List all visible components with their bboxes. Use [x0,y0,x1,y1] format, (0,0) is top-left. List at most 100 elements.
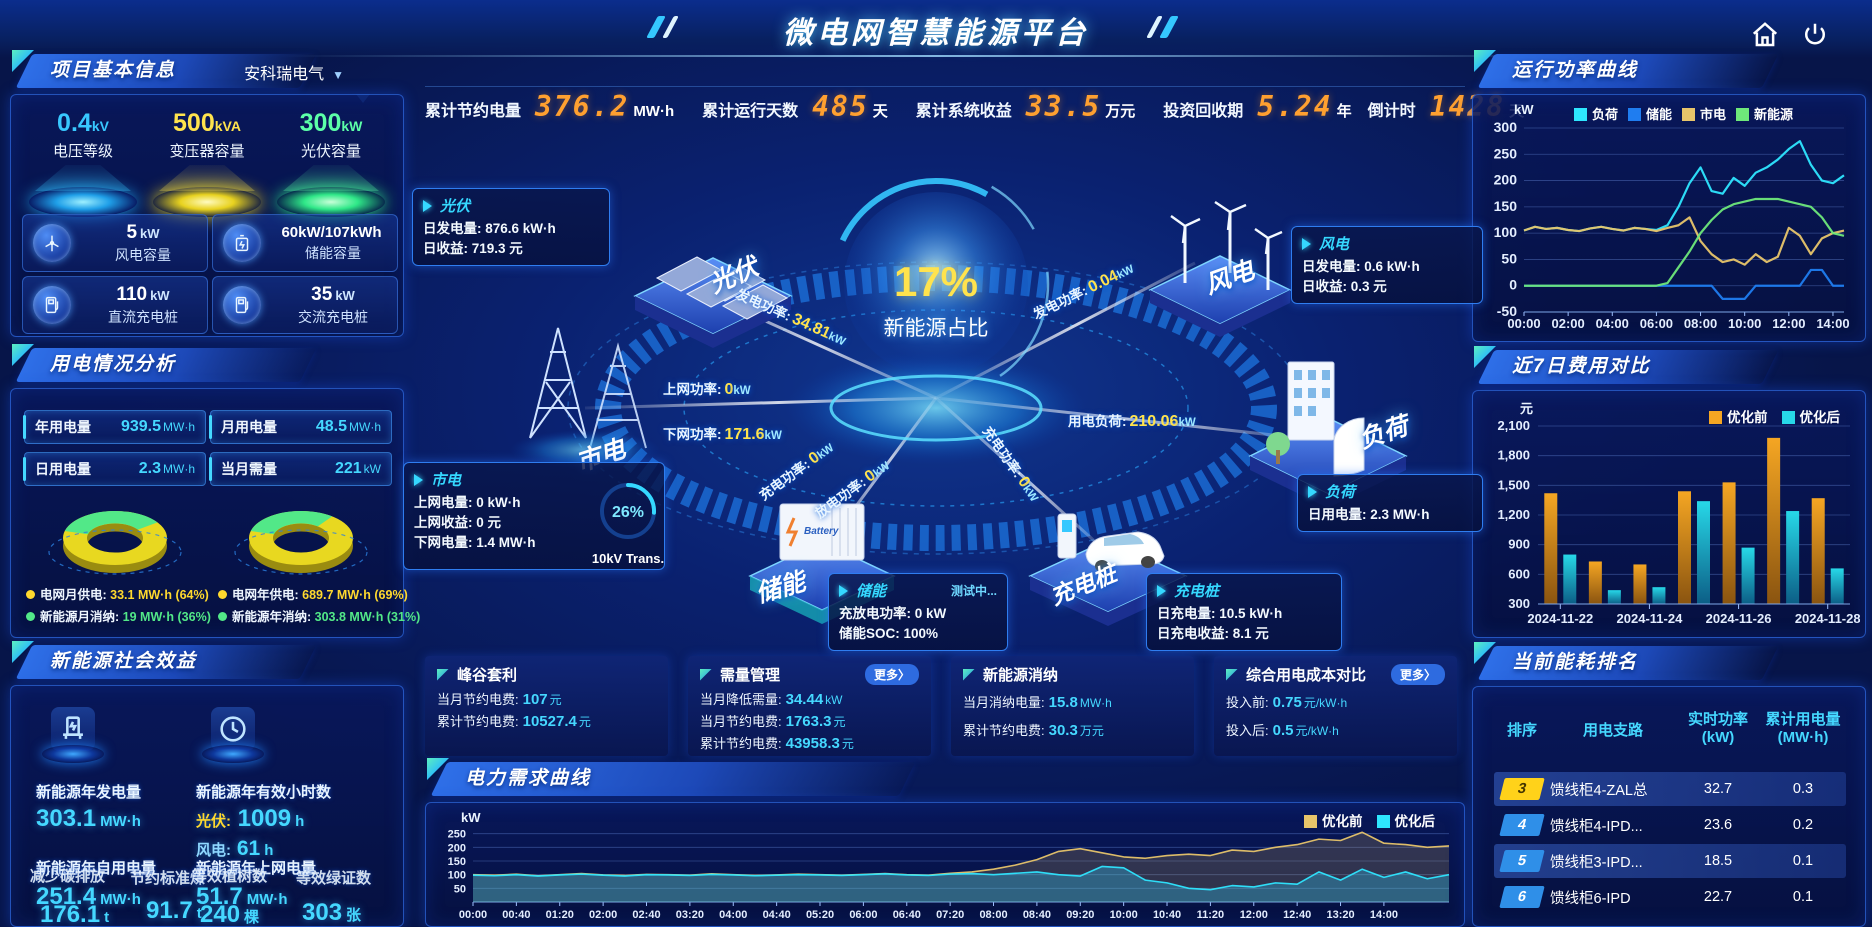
svg-text:300: 300 [1494,120,1518,135]
panel-title: 运行功率曲线 [1512,60,1639,81]
svg-text:06:40: 06:40 [893,909,921,921]
legend-grid-year: 电网年供电: 689.7 MW·h (69%) [218,584,408,603]
kpi-item: 投资回收期 5.24 年 [1163,89,1352,123]
demand-chart[interactable]: 50 100 150 200 250 00:00 00:40 01:20 02:00 02:40 0… [431,814,1461,927]
battery-icon [223,224,261,262]
legend-renew-year: 新能源年消纳: 303.8 MW·h (31%) [218,606,420,625]
svg-text:14:00: 14:00 [1816,316,1849,331]
coal-label: 节约标准煤 [130,870,206,887]
gen-label: 新能源年发电量 [36,784,142,801]
svg-text:12:00: 12:00 [1772,316,1805,331]
legend-renew-month: 新能源月消纳: 19 MW·h (36%) [26,606,211,625]
panel-cost-compare: 近7日费用对比 元 优化前 优化后 300 600 900 1,200 1,500 1,8… [1472,346,1866,638]
svg-text:2024-11-24: 2024-11-24 [1617,611,1684,626]
cert-value: 303 张 [302,899,362,926]
panel-title: 项目基本信息 [50,60,177,81]
svg-text:02:00: 02:00 [589,909,617,921]
co2-value: 176.1 t [40,901,110,927]
svg-text:100: 100 [448,870,466,882]
stat-month-demand: 当月需量 221 kW [209,452,392,486]
panel-title: 近7日费用对比 [1512,356,1651,377]
panel-corner-icon [700,668,712,681]
svg-text:10:40: 10:40 [1153,909,1181,921]
svg-text:100: 100 [1494,224,1518,240]
legend-grid-month: 电网月供电: 33.1 MW·h (64%) [26,584,209,603]
svg-text:02:00: 02:00 [1552,316,1585,331]
run-axis-unit: kW [1514,102,1534,117]
info-box-wind: 风电 日发电量: 0.6 kW·h 日收益: 0.3 元 [1291,226,1483,304]
rank-table-header: 排序 用电支路 实时功率 (kW) 累计用电量 (MW·h) [1506,711,1841,746]
cert-label: 等效绿证数 [296,870,372,887]
svg-text:1,800: 1,800 [1497,448,1530,463]
spotlight-pv-capacity: 300kW 光伏容量 [268,109,394,217]
rank-row-2[interactable]: 4 馈线柜4-IPD... 23.6 0.2 [1494,808,1846,842]
panel-title: 当前能耗排名 [1512,652,1639,673]
self-use-value: 251.4 MW·h [36,883,141,910]
svg-text:250: 250 [1494,145,1518,161]
svg-text:150: 150 [448,856,466,868]
svg-text:1,500: 1,500 [1497,477,1530,492]
svg-text:26%: 26% [612,504,644,521]
svg-text:0: 0 [1509,277,1517,293]
svg-text:10:00: 10:00 [1110,909,1138,921]
company-select[interactable]: 安科瑞电气 ▼ [244,66,344,83]
svg-text:00:40: 00:40 [502,909,530,921]
rank-row-4[interactable]: 6 馈线柜6-IPD 22.7 0.1 [1494,880,1846,914]
header-decor-right [1146,16,1238,40]
panel-run-power: 运行功率曲线 kW 负荷 储能 市电 新能源 -50 0 50 100 150 200 25… [1472,50,1866,343]
svg-text:06:00: 06:00 [849,909,877,921]
svg-text:600: 600 [1508,566,1530,581]
run-legend: 负荷 储能 市电 新能源 [1574,104,1793,123]
flow-down: 下网功率: 171.6kW [663,426,782,443]
stat-month-usage: 月用电量 48.5 MW·h [209,410,392,444]
panel-corner-icon [963,668,975,681]
panel-title: 电力需求曲线 [465,768,592,789]
svg-text:01:20: 01:20 [546,909,574,921]
power-icon[interactable] [1800,20,1830,50]
clock-icon [198,707,268,771]
arrow-icon [423,199,432,212]
svg-text:200: 200 [448,842,466,854]
card-dc-charger: 110 kW 直流充电桩 [22,276,208,334]
page-title: 微电网智慧能源平台 [783,17,1089,50]
card-ac-charger: 35 kW 交流充电桩 [212,276,398,334]
svg-text:10:00: 10:00 [1728,316,1761,331]
home-icon[interactable] [1750,20,1780,50]
transformer-gauge: 26% 10kV Trans. [588,478,668,566]
wind-node[interactable] [1148,201,1292,337]
panel-energy-rank: 当前能耗排名 排序 用电支路 实时功率 (kW) 累计用电量 (MW·h) 3 馈线… [1472,642,1866,927]
svg-text:900: 900 [1508,537,1530,552]
more-button[interactable]: 更多〉 [864,664,919,685]
card-demand-mgmt: 需量管理 更多〉 当月降低需量: 34.44 kW 当月节约电费: 1763.3 元 累计… [688,656,931,756]
gen-value: 303.1 MW·h [36,805,141,832]
demand-axis-unit: kW [461,810,481,825]
panel-project-info: 项目基本信息 安科瑞电气 ▼ 0.4kV 电压等级 500kVA 变压器容量 30… [10,50,404,337]
coal-value: 91.7 t [146,897,202,924]
hours-label: 新能源年有效小时数 [196,784,332,801]
svg-text:14:00: 14:00 [1370,909,1398,921]
svg-text:2024-11-22: 2024-11-22 [1527,611,1593,626]
solar-node[interactable] [633,256,793,348]
grid-node[interactable] [510,327,660,470]
svg-text:50: 50 [454,883,466,895]
svg-text:06:00: 06:00 [1640,316,1673,331]
arrow-icon [839,584,848,597]
cost-bar-chart[interactable]: 300 600 900 1,200 1,500 1,800 2,100 2024-11-22 2… [1476,418,1860,637]
tree-label: 等效植树数 [192,868,268,885]
card-peak-valley: 峰谷套利 当月节约电费: 107 元 累计节约电费: 10527.4 元 [425,656,668,756]
info-box-storage: 储能 测试中... 充放电功率: 0 kW 储能SOC: 100% [828,573,1008,651]
tree-value: 240 棵 [200,901,260,927]
run-power-chart[interactable]: -50 0 50 100 150 200 250 300 00:00 02:00 04:00 06:0… [1476,119,1858,343]
kpi-item: 累计运行天数 485 天 [702,89,888,123]
svg-text:150: 150 [1494,198,1518,214]
svg-text:00:00: 00:00 [1507,316,1540,331]
svg-text:250: 250 [448,829,466,841]
rank-row-1[interactable]: 3 馈线柜4-ZAL总 32.7 0.3 [1494,772,1846,806]
more-button[interactable]: 更多〉 [1390,664,1445,685]
rank-row-3[interactable]: 5 馈线柜3-IPD... 18.5 0.1 [1494,844,1846,878]
export-value: 51.7 MW·h [196,883,288,910]
arrow-icon [1302,237,1311,250]
svg-text:02:40: 02:40 [632,909,660,921]
donut-month-chart [30,490,200,591]
card-storage-capacity: 60kW/107kWh 储能容量 [212,214,398,272]
